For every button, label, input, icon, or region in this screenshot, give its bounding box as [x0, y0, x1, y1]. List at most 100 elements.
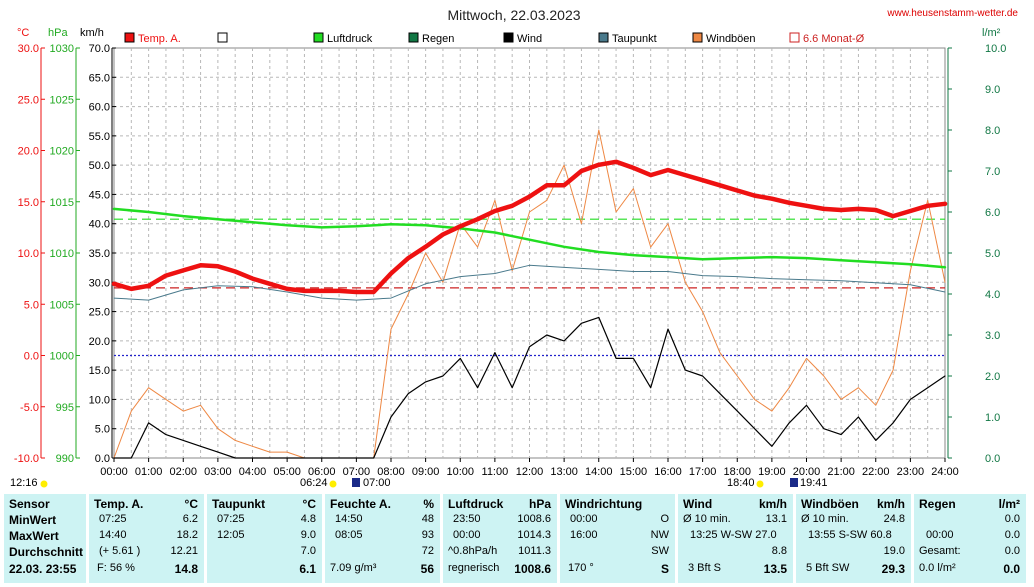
rain-axis-tick-label: 1.0	[985, 412, 1000, 424]
stats-time: 23:50	[453, 513, 481, 525]
wind-axis-tick-label: 20.0	[89, 336, 110, 348]
stats-col-windboeen: Windböen km/h Ø 10 min. 24.8 13:55 S-SW …	[796, 494, 911, 583]
temp-axis-tick-label: 25.0	[18, 94, 39, 106]
press-axis-tick-label: 1010	[50, 248, 74, 260]
rain-axis-tick-label: 9.0	[985, 84, 1000, 96]
x-tick-label: 21:00	[827, 466, 855, 478]
stats-unit: °C	[184, 497, 198, 511]
stats-row-label: MaxWert	[9, 529, 59, 543]
x-tick-label: 03:00	[204, 466, 232, 478]
stats-value: 0.0	[1004, 545, 1020, 557]
unit-rain: l/m²	[982, 27, 1001, 39]
wind-axis-tick-label: 60.0	[89, 102, 110, 114]
stats-value: O	[660, 513, 669, 525]
weather-chart: 00:00 01:00 02:00 03:00 04:00 05:00 06:00 07:00…	[10, 7, 1018, 488]
x-tick-label: 06:00	[308, 466, 336, 478]
sunrise2-label: 07:00	[363, 477, 391, 488]
stats-time: 16:00	[570, 529, 598, 541]
x-tick-label: 00:00	[100, 466, 128, 478]
wind-axis-tick-label: 0.0	[95, 453, 110, 465]
legend-label: Windböen	[706, 33, 756, 45]
wind-axis-tick-label: 5.0	[95, 424, 110, 436]
stats-unit: km/h	[758, 497, 787, 511]
stats-header: Windrichtung	[565, 497, 643, 511]
moon-icon	[352, 478, 360, 487]
x-tick-label: 22:00	[862, 466, 890, 478]
rain-axis-tick-label: 0.0	[985, 453, 1000, 465]
x-tick-label: 24:00	[931, 466, 959, 478]
wind-axis-tick-label: 40.0	[89, 219, 110, 231]
x-tick-label: 18:00	[723, 466, 751, 478]
legend-swatch	[503, 32, 514, 43]
stats-col-taupunkt: Taupunkt °C 07:25 4.8 12:05 9.0 7.0 6.1	[207, 494, 322, 583]
stats-avg-label: Ø 10 min.	[801, 513, 849, 525]
stats-total-label: Gesamt:	[919, 545, 961, 557]
legend-swatch	[313, 32, 324, 43]
chart-legend: Temp. A. Luftdruck Regen Wind Taupunkt Windbö…	[124, 32, 865, 45]
stats-value: 1008.6	[517, 513, 551, 525]
wind-axis-tick-label: 15.0	[89, 365, 110, 377]
rain-axis-tick-label: 8.0	[985, 125, 1000, 137]
stats-value: SW	[651, 545, 669, 557]
stats-value: 24.8	[883, 513, 905, 525]
x-tick-label: 05:00	[273, 466, 301, 478]
stats-current-value: 13.5	[763, 562, 787, 576]
stats-time: 08:05	[335, 529, 363, 541]
x-tick-label: 16:00	[654, 466, 682, 478]
unit-temp: °C	[17, 27, 29, 39]
stats-time: (+ 5.61 )	[99, 545, 141, 557]
wind-axis-tick-label: 70.0	[89, 43, 110, 55]
rain-axis-tick-label: 6.0	[985, 207, 1000, 219]
stats-value: 9.0	[300, 529, 316, 541]
stats-time: 00:00	[453, 529, 481, 541]
stats-time: 00:00	[570, 513, 598, 525]
stats-footer-label: F: 56 %	[97, 562, 135, 574]
stats-unit: °C	[302, 497, 316, 511]
moonrise-icon	[790, 478, 798, 487]
stats-col-windrichtung: Windrichtung 00:00 O 16:00 NW SW 170 ° S	[560, 494, 675, 583]
rain-axis-tick-label: 10.0	[985, 43, 1006, 55]
sun-icon	[40, 480, 48, 488]
wind-axis-tick-label: 10.0	[89, 394, 110, 406]
press-axis-tick-label: 1030	[50, 43, 74, 55]
stats-current-value: 29.3	[881, 562, 905, 576]
stats-header: Regen	[919, 497, 956, 511]
stats-value: 1011.3	[518, 545, 551, 557]
stats-header: Windböen	[801, 497, 859, 511]
x-tick-label: 02:00	[169, 466, 197, 478]
x-tick-label: 10:00	[446, 466, 474, 478]
stats-time: 07:25	[217, 513, 245, 525]
x-tick-label: 01:00	[135, 466, 163, 478]
stats-unit: l/m²	[998, 497, 1020, 511]
wind-axis-tick-label: 45.0	[89, 189, 110, 201]
press-axis-tick-label: 1025	[50, 94, 74, 106]
stats-header: Feuchte A.	[330, 497, 391, 511]
sunset-icon	[756, 480, 764, 488]
press-axis-tick-label: 1005	[50, 299, 74, 311]
stats-footer-label: regnerisch	[448, 562, 500, 574]
stats-trend: ^0.8hPa/h	[448, 545, 498, 557]
press-axis-tick-label: 1015	[50, 197, 74, 209]
series-line-wind	[113, 316, 946, 459]
temp-axis-tick-label: -5.0	[20, 402, 39, 414]
stats-unit: hPa	[528, 497, 551, 511]
temp-axis-tick-label: 15.0	[18, 197, 39, 209]
stats-value: 72	[421, 545, 434, 557]
x-tick-label: 11:00	[482, 466, 509, 478]
chart-axes: 00:00 01:00 02:00 03:00 04:00 05:00 06:00 07:00…	[14, 43, 1007, 478]
x-tick-label: 14:00	[585, 466, 613, 478]
stats-footer-label: 0.0 l/m²	[919, 562, 956, 574]
wind-axis-tick-label: 65.0	[89, 72, 110, 84]
unit-press: hPa	[48, 27, 68, 39]
sunset-label: 18:40	[727, 477, 755, 488]
chart-series	[111, 129, 948, 459]
legend-swatch	[598, 32, 609, 43]
press-axis-tick-label: 1000	[50, 351, 74, 363]
stats-value: 8.8	[771, 545, 787, 557]
wind-axis-tick-label: 50.0	[89, 160, 110, 172]
stats-footer: 22.03. 23:55	[9, 562, 77, 576]
stats-current-value: 6.1	[299, 562, 316, 576]
stats-header: Temp. A.	[94, 497, 144, 511]
stats-time: 07:25	[99, 513, 127, 525]
series-line-windböen	[113, 129, 946, 459]
